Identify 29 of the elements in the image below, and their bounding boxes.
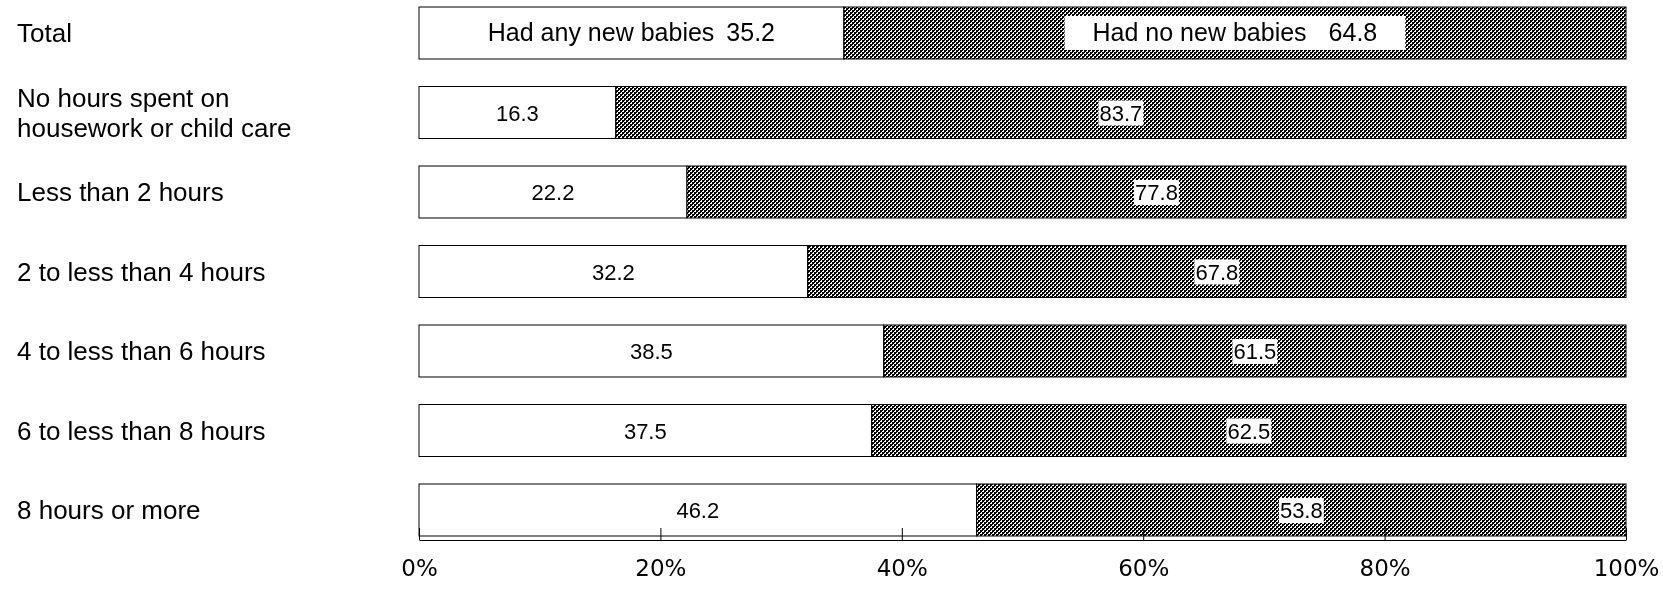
y-tick-label: 8 hours or more (17, 495, 201, 525)
data-label: 46.2 (676, 498, 720, 523)
y-tick-label: Less than 2 hours (17, 177, 224, 207)
data-label: 61.5 (1233, 339, 1277, 364)
y-tick-label: 6 to less than 8 hours (17, 415, 266, 446)
data-label: 83.7 (1099, 100, 1143, 126)
y-tick-label: 2 to less than 4 hours (17, 256, 266, 287)
series-label: Had no new babies (1092, 18, 1307, 46)
data-label: 37.5 (623, 418, 667, 444)
data-label: 77.8 (1135, 180, 1178, 205)
x-tick-label: 80% (1359, 555, 1411, 581)
data-label: 67.8 (1195, 259, 1239, 285)
x-tick-label: 40% (876, 555, 928, 581)
data-label: 38.5 (629, 339, 673, 364)
y-tick-label: 4 to less than 6 hours (17, 336, 266, 366)
series-label: Had any new babies (487, 18, 715, 46)
data-label: 22.2 (531, 180, 575, 205)
data-label: 62.5 (1227, 418, 1271, 444)
data-label: 35.2 (726, 18, 776, 46)
data-label: 64.8 (1328, 18, 1378, 46)
data-label: 32.2 (591, 259, 635, 285)
x-tick-label: 60% (1118, 555, 1170, 581)
y-tick-label: Total (17, 18, 72, 48)
data-label: 53.8 (1279, 498, 1323, 523)
y-tick-label: No hours spent on housework or child care (17, 82, 292, 143)
data-label: 16.3 (495, 100, 539, 126)
x-tick-label: 0% (401, 555, 438, 581)
x-tick-label: 100% (1593, 555, 1660, 581)
x-tick-label: 20% (635, 555, 687, 581)
